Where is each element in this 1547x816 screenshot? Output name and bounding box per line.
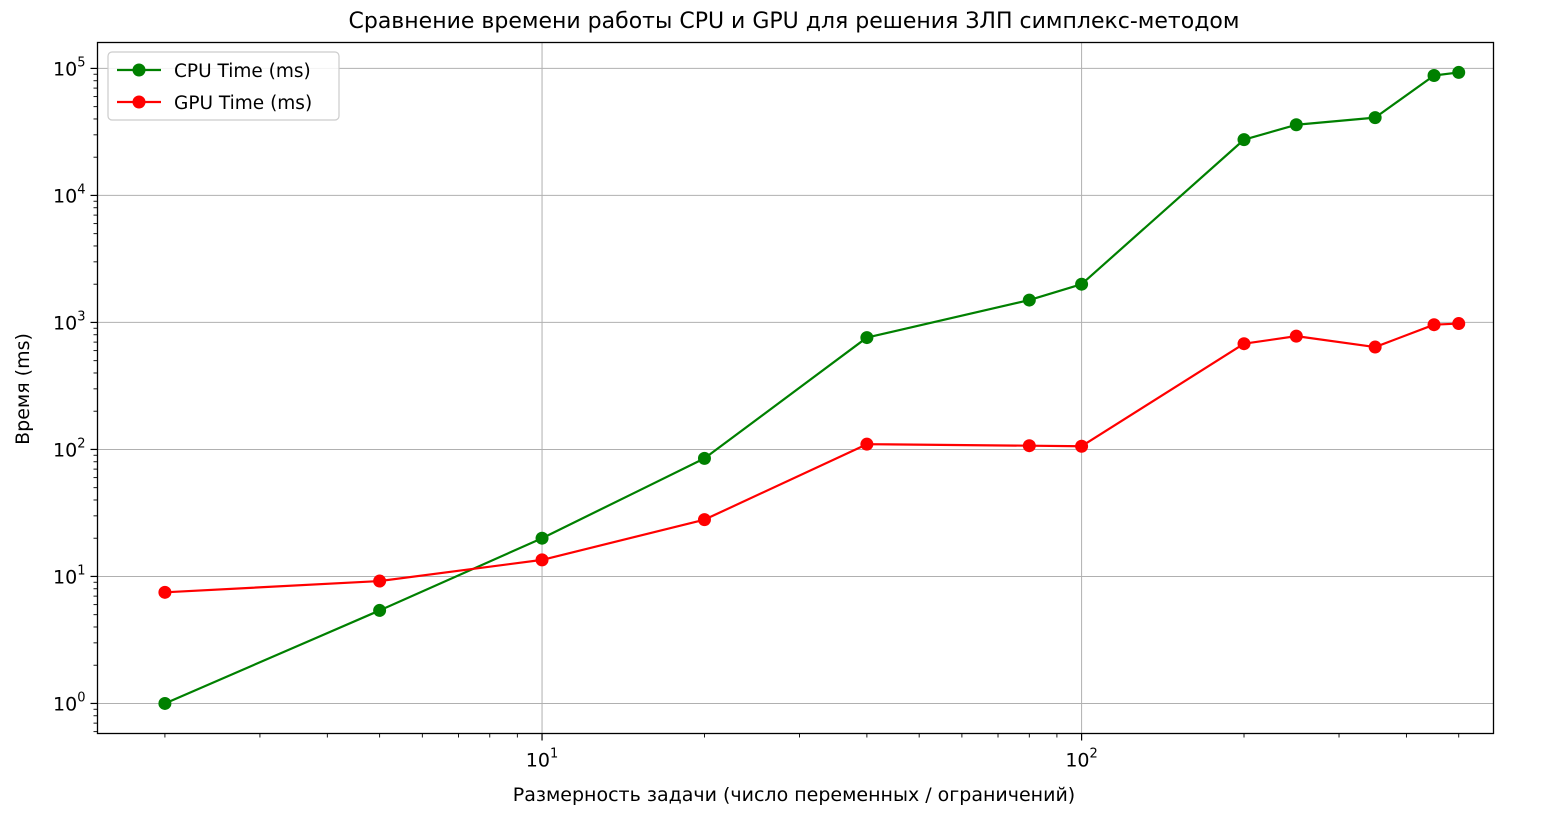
y-tick-label-exponent: 5 — [77, 55, 85, 70]
legend-marker-gpu — [132, 95, 146, 109]
data-series — [158, 65, 1466, 710]
plot-frame — [96, 41, 1495, 735]
data-point-gpu — [1075, 439, 1089, 453]
data-point-cpu — [1427, 68, 1441, 82]
legend-box — [107, 51, 340, 121]
legend-label-cpu: CPU Time (ms) — [174, 61, 311, 82]
data-point-cpu — [1022, 293, 1036, 307]
y-axis-label: Время (ms) — [12, 333, 34, 445]
y-tick-label-base: 10 — [53, 185, 77, 207]
x-tick-label: 102 — [1065, 747, 1097, 772]
data-point-gpu — [535, 553, 549, 567]
y-tick-label-base: 10 — [53, 58, 77, 80]
legend-marker-cpu — [132, 63, 146, 77]
x-tick-label-exponent: 2 — [1090, 747, 1098, 762]
data-point-gpu — [1452, 317, 1466, 331]
y-tick-label: 105 — [53, 55, 85, 80]
legend-entry-cpu: CPU Time (ms) — [117, 61, 311, 82]
y-tick-label: 100 — [53, 690, 85, 715]
data-point-cpu — [1237, 133, 1251, 147]
minor-ticks — [93, 73, 1460, 738]
series-line-cpu — [164, 71, 1459, 705]
data-point-gpu — [373, 574, 387, 588]
legend-label-gpu: GPU Time (ms) — [174, 93, 312, 114]
y-tick-label-base: 10 — [53, 566, 77, 588]
y-tick-label: 104 — [53, 182, 85, 207]
x-tick-label-base: 10 — [1065, 750, 1089, 772]
y-tick-label: 103 — [53, 309, 85, 334]
data-point-cpu — [535, 531, 549, 545]
data-point-cpu — [158, 696, 172, 710]
data-point-cpu — [1452, 65, 1466, 79]
y-tick-label-exponent: 0 — [77, 690, 85, 705]
data-point-cpu — [1075, 277, 1089, 291]
data-point-gpu — [1368, 340, 1382, 354]
data-point-gpu — [1427, 318, 1441, 332]
tick-marks — [90, 67, 1083, 741]
y-tick-label-exponent: 2 — [77, 436, 85, 451]
data-point-cpu — [697, 451, 711, 465]
y-tick-label-exponent: 3 — [77, 309, 85, 324]
data-point-gpu — [1022, 439, 1036, 453]
legend: CPU Time (ms) GPU Time (ms) — [107, 51, 340, 121]
y-tick-label: 101 — [53, 563, 85, 588]
data-point-gpu — [1289, 329, 1303, 343]
y-tick-label-base: 10 — [53, 312, 77, 334]
y-tick-label: 102 — [53, 436, 85, 461]
data-point-gpu — [697, 513, 711, 527]
data-point-cpu — [1368, 111, 1382, 125]
y-tick-label-exponent: 4 — [77, 182, 85, 197]
x-axis-label: Размерность задачи (число переменных / о… — [513, 784, 1075, 806]
data-point-gpu — [158, 585, 172, 599]
x-tick-label-base: 10 — [526, 750, 550, 772]
chart-title: Сравнение времени работы CPU и GPU для р… — [349, 9, 1240, 34]
x-tick-label-exponent: 1 — [550, 747, 558, 762]
data-point-cpu — [1289, 118, 1303, 132]
x-tick-label: 101 — [526, 747, 558, 772]
data-point-gpu — [1237, 337, 1251, 351]
y-tick-label-base: 10 — [53, 693, 77, 715]
data-point-cpu — [860, 331, 874, 345]
data-point-cpu — [373, 603, 387, 617]
series-line-gpu — [164, 322, 1459, 594]
data-point-gpu — [860, 437, 874, 451]
y-tick-label-base: 10 — [53, 439, 77, 461]
y-tick-label-exponent: 1 — [77, 563, 85, 578]
legend-entry-gpu: GPU Time (ms) — [117, 93, 312, 114]
